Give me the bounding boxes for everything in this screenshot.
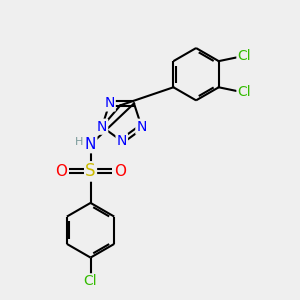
Text: Cl: Cl [84, 274, 98, 288]
Text: N: N [104, 96, 115, 110]
Text: N: N [117, 134, 127, 148]
Text: O: O [55, 164, 67, 179]
Text: N: N [85, 137, 96, 152]
Text: H: H [75, 137, 83, 147]
Text: Cl: Cl [238, 85, 251, 99]
Text: N: N [97, 120, 107, 134]
Text: Cl: Cl [238, 49, 251, 63]
Text: N: N [136, 120, 147, 134]
Text: O: O [114, 164, 126, 179]
Text: S: S [85, 162, 96, 180]
